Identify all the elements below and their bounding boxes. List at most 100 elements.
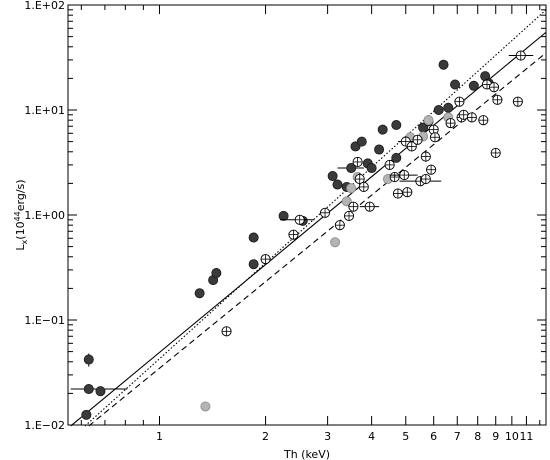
data-point [358, 181, 369, 192]
x-tick-label: 9 [492, 430, 499, 443]
filled-dark-marker [248, 259, 259, 270]
x-tick-label: 2 [262, 430, 269, 443]
data-point [211, 268, 222, 279]
data-point [327, 171, 338, 182]
data-point [490, 147, 501, 158]
data-point [337, 163, 364, 174]
data-point [391, 119, 402, 130]
y-tick-label: 1.E−01 [24, 314, 65, 327]
data-point [95, 386, 106, 397]
filled-dark-marker [248, 232, 259, 243]
data-point [83, 353, 94, 367]
x-axis-label: Th (keV) [283, 448, 330, 460]
filled-dark-marker [327, 171, 338, 182]
data-point [429, 132, 441, 143]
data-point [341, 196, 352, 207]
filled-grey-marker [346, 183, 357, 194]
filled-dark-marker [194, 288, 205, 299]
data-point [81, 409, 92, 420]
filled-dark-marker [278, 210, 289, 221]
x-tick-label: 5 [402, 430, 409, 443]
x-tick-label: 3 [324, 430, 331, 443]
data-point [194, 288, 205, 299]
data-point [348, 201, 359, 212]
data-point [278, 210, 289, 221]
filled-dark-marker [443, 102, 454, 113]
series-open [221, 50, 534, 337]
data-point [200, 401, 211, 412]
data-point [392, 188, 403, 199]
filled-dark-marker [211, 268, 222, 279]
data-point [402, 187, 413, 198]
filled-dark-marker [83, 354, 94, 365]
filled-dark-marker [433, 105, 444, 116]
filled-dark-marker [83, 384, 94, 395]
data-point [366, 163, 377, 174]
data-point [420, 173, 431, 185]
data-point [356, 136, 367, 147]
data-point [438, 59, 449, 70]
data-point [389, 170, 418, 181]
x-tick-label: 11 [519, 430, 533, 443]
x-tick-label: 10 [505, 430, 519, 443]
data-point [450, 79, 461, 90]
filled-dark-marker [450, 79, 461, 90]
filled-dark-marker [356, 136, 367, 147]
data-point [330, 237, 341, 248]
filled-dark-marker [438, 59, 449, 70]
data-point [423, 115, 434, 126]
data-point [406, 141, 417, 152]
data-point [354, 173, 365, 186]
y-tick-label: 1.E+01 [24, 104, 65, 117]
data-point [512, 96, 523, 107]
plot-frame [67, 4, 547, 426]
data-points [70, 50, 534, 420]
filled-dark-marker [391, 152, 402, 163]
y-label-open: (10 [14, 221, 27, 239]
y-label-sub: x [20, 239, 29, 244]
filled-grey-marker [341, 196, 352, 207]
data-point [492, 94, 503, 105]
data-point [332, 179, 343, 190]
data-point [478, 115, 489, 126]
y-tick-label: 1.E+00 [24, 209, 65, 222]
data-point [488, 82, 500, 93]
data-point [248, 232, 259, 243]
x-axis-ticks: 1 2 3 4 5 6 7 8 9 10 11 [80, 5, 541, 443]
y-tick-label: 1.E−02 [24, 419, 65, 432]
data-point [426, 164, 437, 175]
filled-dark-marker [81, 409, 92, 420]
data-point [445, 118, 456, 129]
filled-dark-marker [95, 386, 106, 397]
data-point [389, 171, 400, 183]
x-tick-label: 8 [474, 430, 481, 443]
x-tick-label: 1 [156, 430, 163, 443]
data-point [359, 201, 380, 212]
y-label-sup: 44 [13, 211, 22, 221]
data-point [221, 326, 232, 337]
filled-dark-marker [346, 163, 357, 174]
data-point [384, 159, 395, 170]
y-axis-ticks: 1.E−02 1.E−01 1.E+00 1.E+01 1.E+02 [24, 0, 546, 432]
filled-dark-marker [366, 163, 377, 174]
data-point [391, 152, 402, 163]
data-point [319, 207, 331, 218]
y-label-main: L [14, 244, 27, 251]
data-point [454, 96, 465, 107]
series-filled-grey [200, 112, 454, 412]
data-point [466, 112, 477, 123]
fit-line-dashed [88, 52, 547, 427]
fit-line-solid [70, 31, 547, 427]
data-point [433, 105, 444, 116]
data-point [468, 80, 479, 91]
x-tick-label: 7 [454, 430, 461, 443]
data-point [352, 156, 363, 168]
data-point [420, 151, 431, 162]
x-tick-label: 6 [430, 430, 437, 443]
y-axis-label: Lx(1044erg/s) [13, 179, 29, 250]
filled-dark-marker [377, 124, 388, 135]
data-point [260, 254, 271, 265]
data-point [343, 210, 355, 221]
filled-dark-marker [468, 80, 479, 91]
